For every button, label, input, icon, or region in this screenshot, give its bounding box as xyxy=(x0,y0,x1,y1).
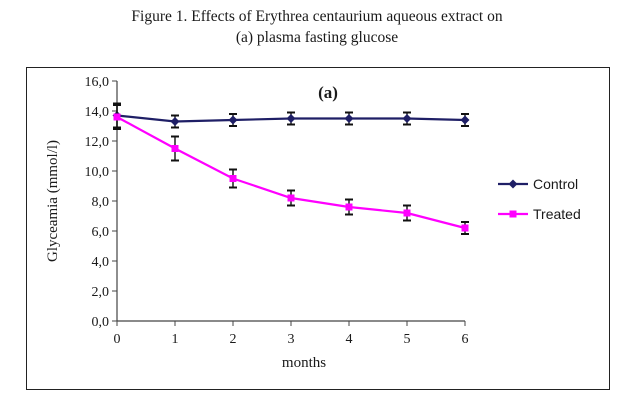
x-tick-label: 4 xyxy=(346,332,353,347)
data-point-treated xyxy=(403,209,411,217)
legend-label-treated: Treated xyxy=(533,206,581,222)
figure-caption-line1: Figure 1. Effects of Erythrea centaurium… xyxy=(131,8,503,25)
y-tick-label: 12,0 xyxy=(85,135,110,150)
series-line-treated xyxy=(116,116,466,230)
x-tick-label: 2 xyxy=(230,332,237,347)
y-tick-label: 6,0 xyxy=(92,225,110,240)
chart-axes: 0,0 2,0 4,0 6,0 8,0 10,0 12,0 14,0 16,0 0 1 2 3 4 5 6 xyxy=(85,75,469,347)
legend-label-control: Control xyxy=(533,176,578,192)
x-tick-label: 1 xyxy=(172,332,179,347)
x-axis-title: months xyxy=(282,355,326,371)
data-point-treated xyxy=(461,224,469,232)
x-tick-label: 3 xyxy=(288,332,295,347)
chart-series xyxy=(112,102,470,235)
y-axis-title: Glyceamia (mmol/l) xyxy=(45,140,61,262)
legend-marker-treated xyxy=(509,210,517,218)
series-treated xyxy=(113,104,469,235)
data-point-control xyxy=(460,115,470,125)
y-tick-label: 10,0 xyxy=(85,165,110,180)
y-tick-label: 8,0 xyxy=(92,195,110,210)
data-point-treated xyxy=(287,194,295,202)
data-point-control xyxy=(286,114,296,123)
legend-marker-control xyxy=(508,179,518,189)
data-point-control xyxy=(170,117,180,126)
figure-caption-line2: (a) plasma fasting glucose xyxy=(235,29,399,46)
data-point-control xyxy=(402,114,412,123)
data-point-treated xyxy=(171,145,179,152)
series-control xyxy=(112,102,470,129)
y-tick-label: 0,0 xyxy=(92,315,110,330)
data-point-control xyxy=(228,115,238,125)
y-tick-label: 4,0 xyxy=(92,255,110,270)
data-point-treated xyxy=(113,113,121,121)
chart-frame xyxy=(26,67,610,390)
y-tick-label: 14,0 xyxy=(85,105,110,120)
data-point-treated xyxy=(229,175,237,182)
panel-label: (a) xyxy=(318,83,338,102)
y-tick-label: 16,0 xyxy=(85,75,110,90)
x-tick-label: 6 xyxy=(462,332,469,347)
chart-legend: Control Treated xyxy=(498,176,581,222)
data-point-treated xyxy=(345,203,353,211)
data-point-control xyxy=(344,114,354,123)
y-tick-label: 2,0 xyxy=(92,285,110,300)
x-tick-label: 5 xyxy=(404,332,411,347)
x-tick-label: 0 xyxy=(114,332,121,347)
